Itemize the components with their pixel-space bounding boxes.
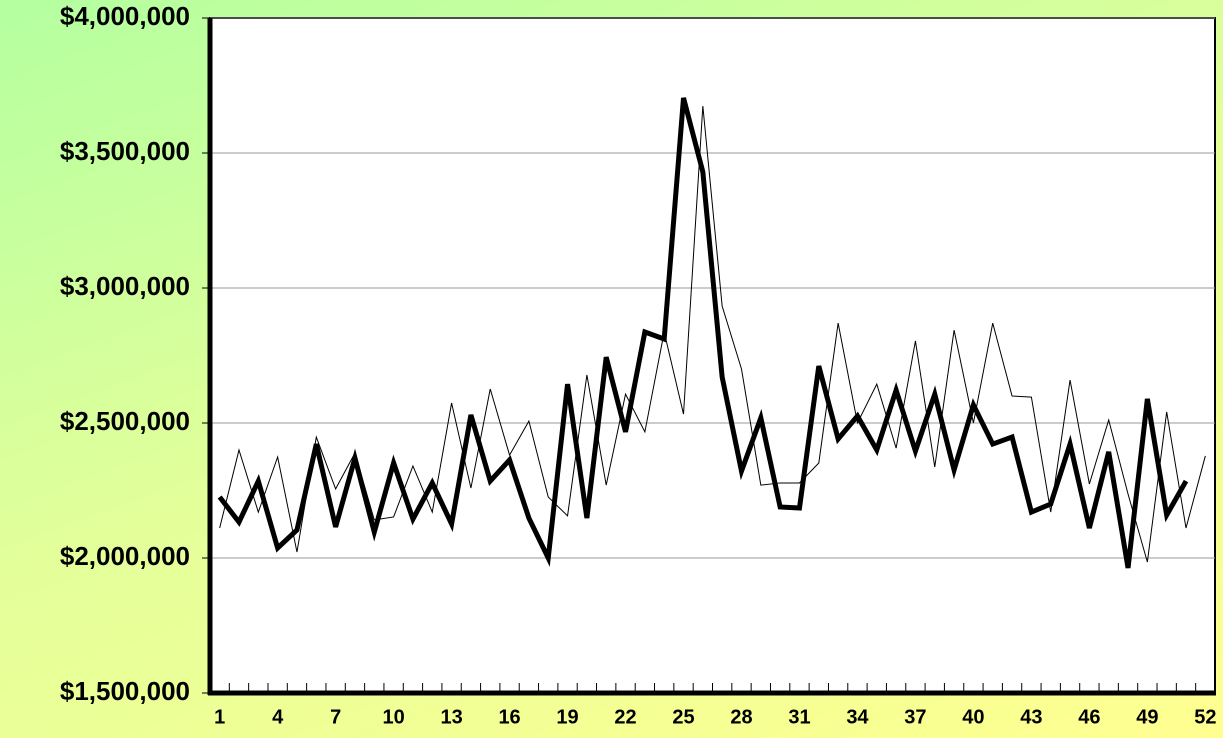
x-tick-label: 37 <box>904 706 926 728</box>
x-tick-label: 13 <box>440 706 462 728</box>
x-tick-label: 28 <box>730 706 752 728</box>
x-tick-label: 46 <box>1078 706 1100 728</box>
x-tick-label: 31 <box>788 706 810 728</box>
series-line <box>219 105 1206 563</box>
y-tick-label: $3,000,000 <box>60 271 190 301</box>
x-tick-label: 1 <box>214 706 225 728</box>
y-tick-label: $3,500,000 <box>60 136 190 166</box>
y-tick-label: $2,000,000 <box>60 541 190 571</box>
x-tick-label: 40 <box>962 706 984 728</box>
plot-area <box>209 17 1216 694</box>
x-tick-label: 25 <box>672 706 694 728</box>
x-tick-label: 16 <box>498 706 520 728</box>
y-tick-label: $1,500,000 <box>60 676 190 706</box>
y-tick-label: $4,000,000 <box>60 1 190 31</box>
y-tick-label: $2,500,000 <box>60 406 190 436</box>
series-line <box>217 97 1189 569</box>
x-tick-label: 7 <box>330 706 341 728</box>
x-tick-label: 49 <box>1136 706 1158 728</box>
x-tick-label: 52 <box>1194 706 1216 728</box>
x-tick-label: 22 <box>614 706 636 728</box>
x-tick-label: 43 <box>1020 706 1042 728</box>
x-tick-label: 19 <box>556 706 578 728</box>
x-tick-label: 10 <box>382 706 404 728</box>
x-tick-label: 34 <box>846 706 869 728</box>
x-tick-label: 4 <box>272 706 284 728</box>
